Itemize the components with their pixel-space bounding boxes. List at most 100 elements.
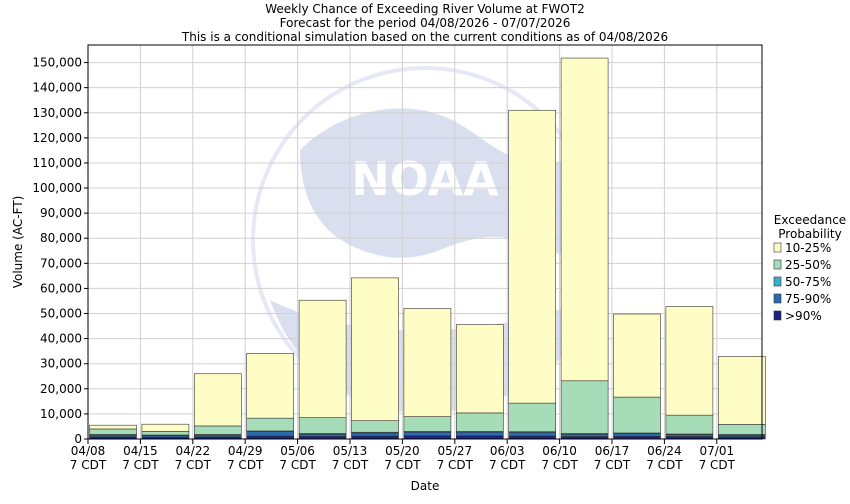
bar-segment	[613, 433, 661, 437]
x-tick-label-date: 04/08	[71, 444, 106, 458]
legend-items: 10-25% 25-50% 50-75% 75-90% >90%	[773, 241, 831, 323]
bar-segment	[717, 424, 766, 435]
y-tick-label: 80,000	[40, 231, 82, 245]
y-tick-label: 90,000	[40, 206, 82, 220]
x-tick-label-date: 05/20	[385, 444, 420, 458]
y-tick-label: 140,000	[32, 81, 82, 95]
x-tick-label-time: 7 CDT	[489, 458, 526, 472]
y-tick-label: 130,000	[32, 106, 82, 120]
bar-segment	[351, 432, 399, 437]
noaa-watermark-text: NOAA	[351, 152, 499, 206]
chart-subtitle-2: This is a conditional simulation based o…	[181, 30, 668, 44]
x-tick-label-time: 7 CDT	[175, 458, 212, 472]
bar-segment	[246, 353, 294, 419]
bar-segment	[351, 420, 399, 433]
legend-swatch	[773, 259, 782, 270]
x-tick-label-date: 06/17	[595, 444, 630, 458]
y-tick-label: 0	[74, 432, 82, 446]
bar-segment	[560, 57, 609, 382]
bar-segment	[141, 423, 190, 432]
x-tick-label-time: 7 CDT	[279, 458, 316, 472]
bar-segment	[351, 277, 399, 421]
bar-segment	[89, 424, 137, 430]
bars	[89, 57, 766, 440]
x-tick-label-time: 7 CDT	[699, 458, 736, 472]
x-tick-label-time: 7 CDT	[594, 458, 631, 472]
x-tick-label-time: 7 CDT	[437, 458, 474, 472]
legend-swatch	[773, 276, 782, 287]
y-tick-label: 150,000	[32, 56, 82, 70]
y-tick-label: 60,000	[40, 281, 82, 295]
x-tick-label-date: 05/13	[333, 444, 368, 458]
bar-segment	[246, 431, 294, 437]
x-tick-label-date: 06/24	[647, 444, 682, 458]
bar-segment	[298, 433, 347, 437]
bar-segment	[403, 308, 452, 417]
bar-segment	[560, 433, 609, 437]
bar-segment	[403, 431, 452, 437]
y-tick-label: 70,000	[40, 256, 82, 270]
legend-label: 50-75%	[785, 275, 831, 289]
bar-segment	[455, 324, 504, 414]
legend-title-line-1: Exceedance	[774, 213, 846, 227]
bar-segment	[194, 425, 242, 435]
bar-segment	[194, 373, 242, 427]
x-tick-label-date: 04/15	[123, 444, 158, 458]
x-tick-label-time: 7 CDT	[541, 458, 578, 472]
bar-segment	[613, 313, 661, 398]
bar-segment	[508, 432, 557, 437]
bar-segment	[613, 396, 661, 434]
x-tick-label-date: 07/01	[700, 444, 735, 458]
y-axis-label: Volume (AC-FT)	[11, 196, 25, 289]
x-tick-label-time: 7 CDT	[227, 458, 264, 472]
legend-swatch	[773, 293, 782, 304]
legend-label: >90%	[785, 309, 822, 323]
x-tick-label-date: 06/10	[542, 444, 577, 458]
bar-segment	[508, 109, 557, 404]
legend-label: 75-90%	[785, 292, 831, 306]
x-tick-label-date: 05/06	[280, 444, 315, 458]
y-tick-label: 110,000	[32, 156, 82, 170]
x-tick-label-time: 7 CDT	[646, 458, 683, 472]
bar-segment	[560, 380, 609, 434]
bar-segment	[89, 428, 137, 435]
bar-segment	[298, 299, 347, 418]
bar-segment	[246, 417, 294, 432]
legend: Exceedance Probability 10-25% 25-50% 50-75…	[773, 213, 846, 323]
y-tick-label: 40,000	[40, 332, 82, 346]
x-tick-label-date: 04/29	[228, 444, 263, 458]
y-axis: 0 10,000 20,000 30,000 40,000 50,000 60,000 70,…	[32, 56, 88, 446]
bar-segment	[455, 431, 504, 437]
y-tick-label: 100,000	[32, 181, 82, 195]
y-tick-label: 120,000	[32, 131, 82, 145]
x-tick-label-date: 06/03	[490, 444, 525, 458]
x-axis-label: Date	[411, 479, 440, 493]
chart-subtitle: Forecast for the period 04/08/2026 - 07/…	[280, 16, 571, 30]
bar-segment	[717, 356, 766, 425]
legend-title-line-2: Probability	[778, 227, 841, 241]
y-tick-label: 10,000	[40, 407, 82, 421]
x-tick-label-time: 7 CDT	[122, 458, 159, 472]
y-tick-label: 50,000	[40, 307, 82, 321]
x-tick-label-time: 7 CDT	[384, 458, 421, 472]
x-tick-label-time: 7 CDT	[332, 458, 369, 472]
bar-segment	[141, 431, 190, 436]
x-tick-label-time: 7 CDT	[70, 458, 107, 472]
bar-segment	[403, 416, 452, 432]
bar-segment	[298, 417, 347, 434]
x-tick-label-date: 05/27	[438, 444, 473, 458]
y-tick-label: 30,000	[40, 357, 82, 371]
legend-swatch	[773, 242, 782, 253]
bar-segment	[455, 412, 504, 432]
plot-border	[87, 44, 763, 440]
x-tick-label-date: 04/22	[176, 444, 211, 458]
legend-swatch	[773, 310, 782, 321]
bar-segment	[508, 402, 557, 433]
chart-title: Weekly Chance of Exceeding River Volume …	[265, 2, 584, 16]
bar-segment	[665, 414, 714, 435]
legend-label: 25-50%	[785, 258, 831, 272]
bar-segment	[665, 306, 714, 416]
legend-label: 10-25%	[785, 241, 831, 255]
